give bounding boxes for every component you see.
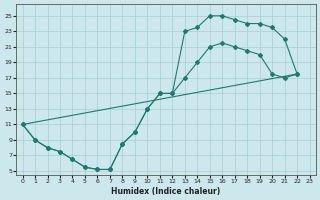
X-axis label: Humidex (Indice chaleur): Humidex (Indice chaleur) bbox=[111, 187, 221, 196]
